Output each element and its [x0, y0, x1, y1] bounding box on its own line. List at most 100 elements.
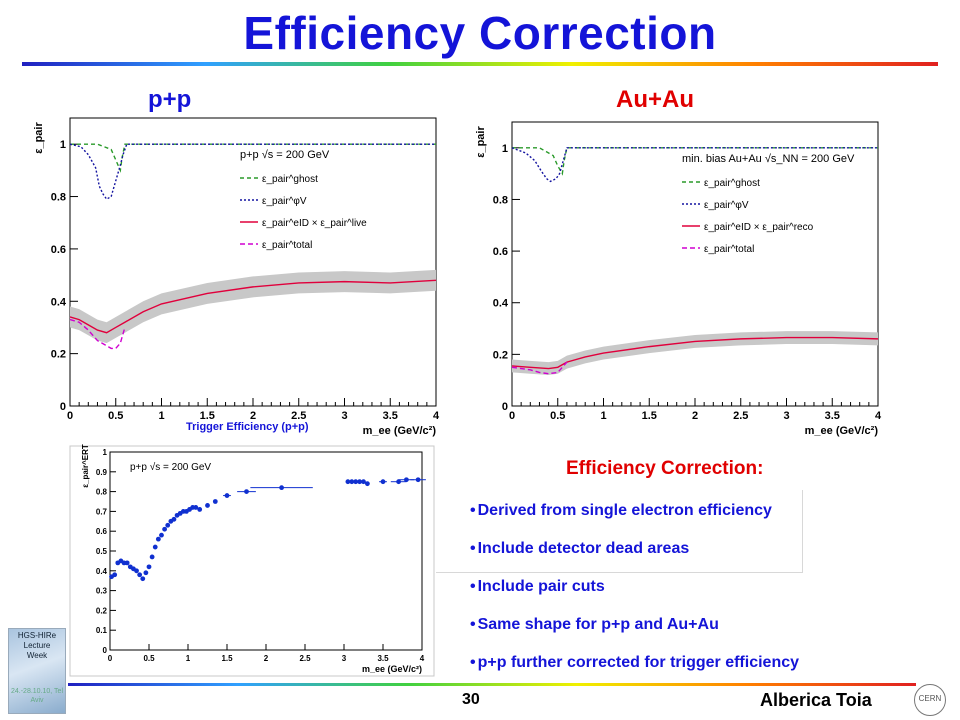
auau-panel-label: Au+Au: [616, 86, 694, 113]
x-axis-label: m_ee (GeV/c²): [363, 425, 437, 437]
legend-label: ε_pair^φV: [704, 200, 749, 211]
cern-logo: CERN: [914, 684, 946, 716]
x-tick-label: 4: [433, 410, 440, 422]
chart-annotation: min. bias Au+Au √s_NN = 200 GeV: [682, 153, 855, 165]
top-rainbow-divider: [22, 62, 938, 66]
y-axis-label: ε_pair: [33, 122, 45, 154]
page-number: 30: [462, 691, 480, 708]
x-tick-label: 0.5: [550, 410, 565, 422]
logo-date: 24.-28.10.10, Tel Aviv: [10, 688, 64, 704]
data-point: [162, 526, 167, 532]
x-tick-label: 1.5: [200, 410, 215, 422]
series-line-total: [69, 318, 126, 350]
x-axis-label: m_ee (GeV/c²): [362, 664, 422, 674]
x-tick-label: 3: [341, 410, 347, 422]
legend-label: ε_pair^total: [704, 244, 754, 255]
data-point: [155, 536, 161, 542]
trigger-efficiency-chart: 0 0.5 1 1.5 2 2.5 3 3.5 4 0 0.1 0.2 0.3 0.4 0.5 0.6 0.7 0…: [69, 444, 435, 677]
bullets-frame: [436, 490, 803, 573]
data-point: [124, 560, 130, 566]
y-tick-label: 0.9: [96, 468, 108, 477]
x-tick-label: 0.5: [143, 654, 155, 663]
x-tick-label: 2.5: [299, 654, 311, 663]
data-point: [415, 477, 421, 483]
pp-efficiency-chart: 0 0.5 1 1.5 2 2.5 3 3.5 4 0 0.2 0.4 0.6 0.8 1 ε_pair m_e…: [33, 117, 440, 437]
x-tick-label: 1: [600, 410, 606, 422]
x-tick-label: 3: [783, 410, 789, 422]
y-tick-label: 0: [502, 401, 508, 413]
x-tick-label: 3.5: [377, 654, 389, 663]
legend-label: ε_pair^eID × ε_pair^live: [262, 218, 367, 229]
y-tick-label: 0.8: [493, 194, 508, 206]
legend-label: ε_pair^ghost: [262, 174, 318, 185]
x-tick-label: 2: [250, 410, 256, 422]
x-tick-label: 0.5: [108, 410, 123, 422]
y-tick-label: 0.3: [96, 587, 108, 596]
chart-annotation: p+p √s = 200 GeV: [130, 461, 211, 473]
y-tick-label: 0.4: [96, 567, 108, 576]
plot-frame: [109, 451, 423, 651]
data-point: [396, 479, 401, 485]
legend-label: ε_pair^φV: [262, 196, 307, 207]
x-tick-label: 2.5: [733, 410, 748, 422]
systematic-band: [70, 269, 436, 344]
series-line-phiV: [69, 143, 436, 201]
data-point: [159, 532, 164, 538]
x-tick-label: 3.5: [383, 410, 398, 422]
series-line-total: [511, 361, 568, 375]
bullet-item: • Include pair cuts: [470, 578, 605, 595]
data-point: [165, 522, 171, 528]
bullets-title: Efficiency Correction:: [566, 458, 764, 479]
x-tick-label: 0: [509, 410, 515, 422]
data-point: [112, 572, 118, 578]
x-tick-label: 2: [692, 410, 698, 422]
data-point: [404, 477, 409, 483]
data-point: [171, 516, 177, 522]
data-point: [197, 507, 203, 512]
slide-title: Efficiency Correction: [243, 7, 717, 59]
series-line-eID-x-live: [69, 279, 437, 334]
systematic-band: [512, 331, 878, 376]
y-tick-label: 0.6: [493, 246, 508, 258]
data-point: [193, 505, 199, 510]
data-point: [134, 568, 139, 574]
trigger-efficiency-caption: Trigger Efficiency (p+p): [186, 421, 309, 433]
y-tick-label: 1: [60, 139, 66, 151]
series-line-ghost: [70, 143, 436, 173]
y-tick-label: 0.6: [51, 244, 66, 256]
y-tick-label: 0.2: [493, 349, 508, 361]
y-tick-label: 0.2: [51, 349, 66, 361]
x-tick-label: 1.5: [221, 654, 233, 663]
bullet-item: • Same shape for p+p and Au+Au: [470, 616, 719, 633]
y-tick-label: 0.2: [96, 606, 108, 615]
pp-panel-label: p+p: [148, 86, 192, 113]
data-point: [357, 479, 362, 485]
chart-annotation: p+p √s = 200 GeV: [240, 149, 330, 161]
x-tick-label: 2: [264, 654, 269, 663]
data-point: [146, 564, 152, 570]
x-tick-label: 1: [186, 654, 191, 663]
series-line-phiV: [511, 147, 878, 183]
x-tick-label: 0: [67, 410, 73, 422]
legend-label: ε_pair^ghost: [704, 178, 760, 189]
y-axis-label: ε_pair: [475, 126, 487, 158]
data-point: [143, 570, 149, 576]
data-point: [361, 479, 366, 485]
x-tick-label: 4: [875, 410, 882, 422]
author-name: Alberica Toia: [760, 690, 872, 710]
data-point: [212, 499, 218, 504]
data-point: [224, 493, 230, 498]
series-line-eID-x-reco: [511, 336, 879, 370]
plot-frame: [69, 117, 437, 407]
y-tick-label: 1: [502, 143, 508, 155]
y-tick-label: 0: [103, 646, 108, 655]
y-tick-label: 0.7: [96, 507, 108, 516]
x-tick-label: 4: [420, 654, 425, 663]
hgs-hire-logo: HGS-HIRe Lecture Week 24.-28.10.10, Tel …: [8, 628, 66, 714]
data-point: [345, 479, 351, 485]
y-tick-label: 0.4: [51, 296, 67, 308]
y-tick-label: 1: [103, 448, 108, 457]
y-tick-label: 0.6: [96, 527, 108, 536]
data-point: [349, 479, 355, 485]
bottom-rainbow-divider: [68, 683, 916, 686]
